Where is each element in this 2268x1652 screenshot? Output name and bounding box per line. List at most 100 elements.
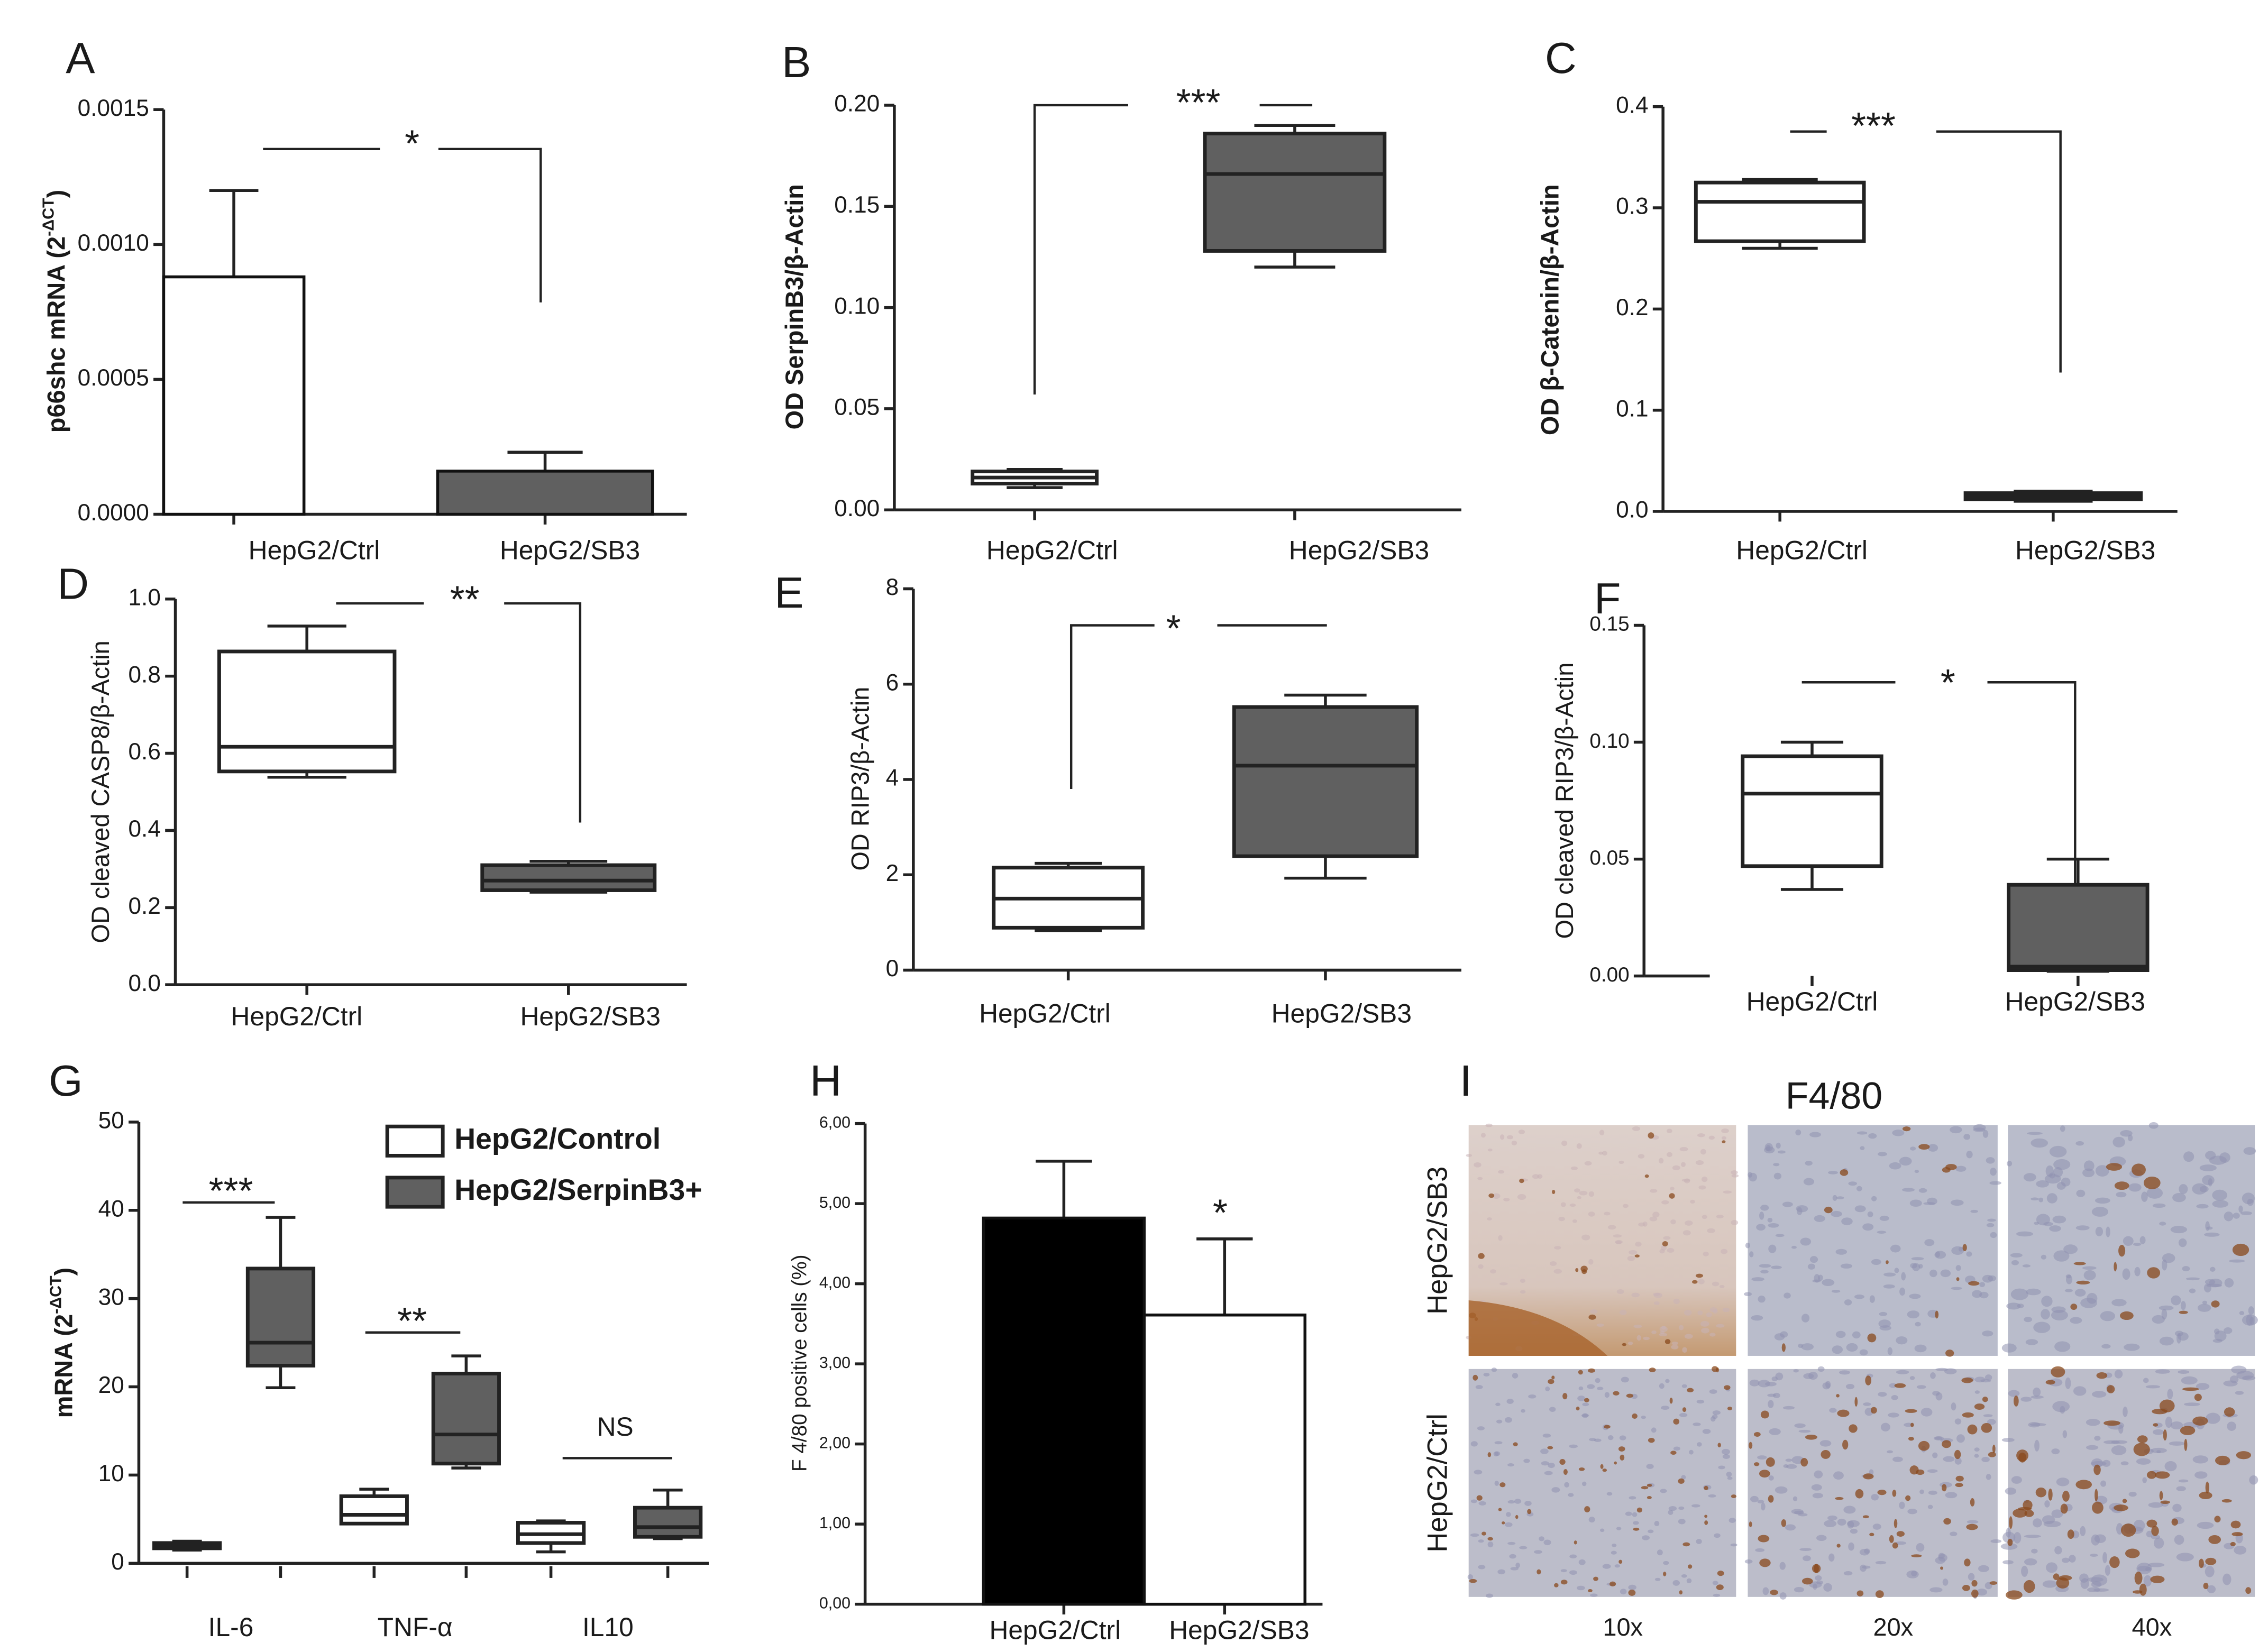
nucleus [1697, 1133, 1705, 1137]
nucleus [1532, 1174, 1540, 1179]
stain [1552, 1190, 1556, 1194]
nucleus [1666, 1152, 1672, 1158]
stain [1862, 1515, 1869, 1519]
nucleus [2206, 1283, 2223, 1288]
nucleus [2066, 1274, 2073, 1284]
nucleus [2102, 1552, 2107, 1564]
stain [2147, 1267, 2161, 1279]
nucleus [1659, 1383, 1665, 1389]
nucleus [1650, 1189, 1658, 1193]
nucleus [2036, 1180, 2049, 1188]
nucleus [1744, 1292, 1752, 1296]
stain [1961, 1378, 1973, 1383]
nucleus [2051, 1509, 2063, 1518]
nucleus [2094, 1436, 2101, 1441]
nucleus [1494, 1451, 1501, 1456]
nucleus [2025, 1339, 2038, 1345]
nucleus [2179, 1184, 2188, 1195]
nucleus [1651, 1427, 1657, 1433]
nucleus [1596, 1323, 1604, 1327]
y-tick-label: 8 [886, 574, 899, 600]
nucleus [1890, 1244, 1901, 1253]
nucleus [1702, 1429, 1711, 1434]
y-tick-label: 30 [98, 1284, 124, 1310]
stain [2205, 1481, 2209, 1494]
nucleus [1779, 1562, 1786, 1570]
nucleus [1862, 1565, 1871, 1569]
nucleus [1700, 1149, 1706, 1155]
nucleus [1933, 1436, 1944, 1440]
nucleus [1491, 1368, 1497, 1372]
nucleus [1632, 1126, 1641, 1131]
nucleus [1869, 1469, 1874, 1475]
stain [1894, 1519, 1898, 1528]
nucleus [1974, 1390, 1980, 1394]
column-label: 40x [2132, 1613, 2172, 1641]
nucleus [1836, 1196, 1844, 1199]
nucleus [1915, 1321, 1921, 1327]
nucleus [1934, 1251, 1946, 1259]
stain [1614, 1461, 1617, 1465]
stain [1575, 1268, 1579, 1272]
nucleus [2095, 1197, 2110, 1204]
nucleus [1918, 1188, 1927, 1193]
stain [1593, 1576, 1598, 1581]
nucleus [1771, 1265, 1782, 1269]
nucleus [1744, 1559, 1753, 1564]
nucleus [1780, 1331, 1788, 1338]
stain [1704, 1520, 1708, 1525]
nucleus [1850, 1528, 1858, 1534]
nucleus [1696, 1538, 1702, 1544]
stain [2199, 1558, 2204, 1568]
nucleus [1889, 1383, 1897, 1388]
nucleus [2049, 1225, 2061, 1232]
nucleus [1564, 1482, 1569, 1488]
stain [2120, 1311, 2134, 1320]
stain [2232, 1243, 2249, 1256]
stain [2139, 1583, 2147, 1596]
nucleus [1478, 1565, 1486, 1570]
legend-swatch [385, 1124, 445, 1158]
nucleus [2008, 1390, 2020, 1397]
stain [1869, 1532, 1874, 1537]
nucleus [1801, 1343, 1814, 1351]
nucleus [1712, 1414, 1718, 1419]
nucleus [1831, 1210, 1842, 1217]
nucleus [2114, 1370, 2123, 1379]
nucleus [1794, 1423, 1806, 1428]
stain [1716, 1584, 1724, 1590]
nucleus [2171, 1295, 2181, 1306]
x-tick-label: HepG2/Ctrl [1746, 987, 1878, 1016]
nucleus [1712, 1281, 1720, 1287]
nucleus [1768, 1475, 1774, 1481]
nucleus [1984, 1374, 1992, 1381]
nucleus [1701, 1327, 1709, 1334]
stain [1942, 1440, 1952, 1448]
x-tick-label: HepG2/SB3 [520, 1002, 661, 1031]
stain [1682, 1407, 1687, 1412]
nucleus [1548, 1463, 1555, 1469]
nucleus [1757, 1455, 1767, 1460]
box [633, 1506, 703, 1539]
stain [2151, 1526, 2159, 1536]
nucleus [1499, 1282, 1508, 1286]
y-tick-label: 0.1 [1616, 396, 1648, 421]
nucleus [1681, 1574, 1687, 1578]
nucleus [1837, 1518, 1846, 1526]
nucleus [1584, 1161, 1592, 1166]
nucleus [1818, 1274, 1823, 1281]
nucleus [1910, 1263, 1917, 1269]
nucleus [1665, 1379, 1670, 1383]
nucleus [1470, 1533, 1479, 1537]
nucleus [2207, 1585, 2216, 1593]
stain [2132, 1163, 2146, 1176]
stain [1562, 1393, 1568, 1400]
nucleus [1598, 1151, 1604, 1155]
nucleus [1987, 1218, 1996, 1222]
nucleus [1517, 1194, 1526, 1200]
nucleus [2152, 1315, 2165, 1324]
nucleus [2091, 1391, 2107, 1398]
nucleus [2240, 1211, 2253, 1215]
nucleus [1812, 1493, 1823, 1499]
